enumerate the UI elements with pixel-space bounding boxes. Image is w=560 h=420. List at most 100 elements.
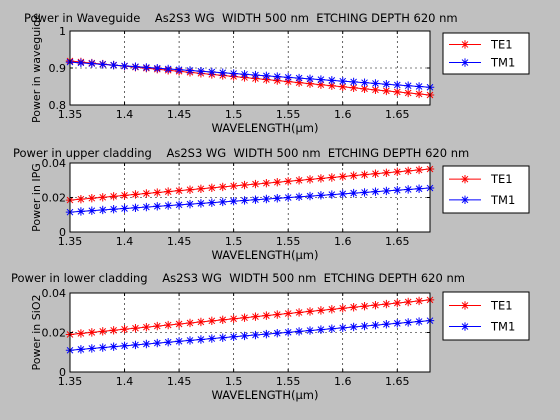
data-point [262, 194, 271, 204]
data-point [207, 198, 217, 207]
data-point [131, 340, 140, 350]
data-point [76, 207, 86, 216]
data-point [414, 82, 424, 91]
x-tick-label: 1.65 [385, 375, 410, 388]
data-point [229, 69, 238, 78]
data-point [251, 179, 260, 189]
data-point [316, 325, 326, 334]
x-tick-label: 1.35 [58, 235, 83, 248]
data-point [393, 298, 402, 308]
data-point [393, 167, 402, 177]
data-point [283, 177, 293, 186]
data-point [240, 313, 249, 322]
data-point [109, 60, 118, 70]
data-point [393, 319, 402, 328]
x-tick-label: 1.55 [276, 375, 301, 388]
data-point [218, 315, 227, 325]
data-point [294, 327, 304, 336]
y-axis-label: Power in IPG [30, 163, 43, 232]
data-point [382, 168, 391, 178]
data-point [98, 60, 107, 69]
x-tick-label: 1.55 [276, 108, 301, 121]
data-point [131, 323, 140, 333]
y-tick-label: 0.8 [49, 99, 67, 112]
data-point [349, 83, 358, 92]
data-point [414, 184, 424, 193]
data-point [403, 81, 413, 90]
legend-marker [460, 322, 470, 331]
data-point [218, 333, 227, 342]
data-point [283, 328, 293, 337]
data-point [109, 342, 118, 351]
data-point [262, 329, 271, 339]
data-point [120, 61, 129, 71]
x-tick-label: 1.4 [116, 108, 134, 121]
data-point [316, 174, 326, 183]
data-point [283, 73, 293, 82]
data-point [163, 187, 173, 196]
data-point [98, 327, 107, 336]
data-point [98, 193, 107, 202]
data-point [316, 191, 326, 200]
data-point [185, 318, 195, 328]
data-point [371, 79, 380, 88]
data-point [327, 76, 337, 85]
legend-box [442, 32, 530, 75]
data-point [163, 64, 173, 74]
x-tick-label: 1.35 [58, 375, 83, 388]
data-point [327, 305, 337, 314]
data-point [153, 338, 162, 348]
data-point [414, 296, 424, 306]
data-point [262, 71, 271, 81]
data-point [142, 202, 151, 212]
data-point [76, 58, 86, 68]
legend-box [442, 165, 530, 214]
chart-title: Power in upper cladding As2S3 WG WIDTH 5… [13, 146, 469, 160]
y-tick-label: 0.04 [42, 287, 67, 300]
data-point [142, 63, 151, 72]
data-point [338, 304, 347, 313]
data-point [174, 65, 184, 74]
data-point [327, 190, 337, 199]
data-point [371, 187, 380, 196]
data-point [382, 320, 391, 329]
data-point [229, 332, 238, 342]
data-point [338, 82, 347, 91]
data-point [196, 184, 206, 193]
data-point [305, 326, 315, 335]
data-point [294, 192, 304, 201]
x-tick-label: 1.65 [385, 108, 410, 121]
legend-label: TM1 [490, 56, 515, 70]
data-point [153, 188, 162, 197]
data-point [262, 178, 271, 188]
series-te1 [65, 295, 435, 339]
data-point [360, 321, 369, 331]
data-point [109, 192, 118, 201]
x-tick-label: 1.4 [116, 235, 134, 248]
data-point [229, 196, 238, 206]
data-point [153, 321, 162, 331]
data-point [109, 326, 118, 335]
data-point [120, 204, 129, 213]
series-tm1 [65, 316, 435, 355]
data-point [371, 320, 380, 330]
series-tm1 [65, 57, 435, 92]
data-point [251, 195, 260, 204]
data-point [382, 299, 391, 309]
x-tick-label: 1.45 [167, 108, 192, 121]
data-point [229, 181, 238, 191]
data-point [174, 200, 184, 210]
data-point [76, 345, 86, 354]
legend-item-te1: TE1 [449, 37, 513, 51]
legend: TE1 TM1 [442, 291, 530, 341]
data-point [294, 308, 304, 317]
data-point [273, 310, 282, 319]
data-point [196, 199, 206, 208]
data-point [338, 172, 347, 181]
x-tick-label: 1.5 [225, 375, 243, 388]
legend-label: TE1 [490, 172, 513, 186]
data-point [283, 77, 293, 86]
data-point [207, 67, 217, 77]
legend-marker [460, 58, 470, 67]
